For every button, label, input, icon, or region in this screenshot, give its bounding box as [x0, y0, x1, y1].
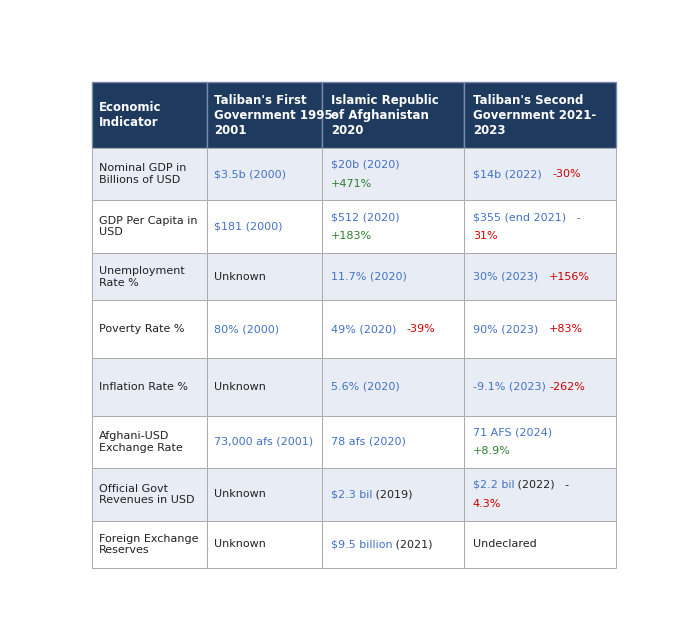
Text: $20b (2020): $20b (2020): [331, 160, 400, 169]
Text: (2021): (2021): [393, 540, 433, 549]
Bar: [92, 415, 207, 468]
Text: +183%: +183%: [331, 231, 372, 241]
Text: 78 afs (2020): 78 afs (2020): [331, 437, 406, 447]
Text: $512 (2020): $512 (2020): [331, 213, 400, 222]
Bar: [322, 148, 464, 200]
Text: 4.3%: 4.3%: [473, 499, 501, 509]
Text: 31%: 31%: [473, 231, 497, 241]
Text: Poverty Rate %: Poverty Rate %: [99, 324, 184, 334]
Bar: [322, 253, 464, 301]
Text: -39%: -39%: [406, 324, 435, 334]
Bar: [207, 148, 322, 200]
Text: $355 (end 2021)   -: $355 (end 2021) -: [473, 213, 580, 222]
Text: Official Govt
Revenues in USD: Official Govt Revenues in USD: [99, 484, 194, 505]
Text: 71 AFS (2024): 71 AFS (2024): [473, 428, 552, 437]
Text: $14b (2022): $14b (2022): [473, 169, 552, 179]
Text: 5.6% (2020): 5.6% (2020): [331, 382, 400, 392]
Text: Taliban's First
Government 1995-
2001: Taliban's First Government 1995- 2001: [214, 93, 337, 137]
Text: Afghani-USD
Exchange Rate: Afghani-USD Exchange Rate: [99, 431, 182, 453]
Bar: [464, 253, 615, 301]
Bar: [92, 200, 207, 253]
Bar: [464, 148, 615, 200]
Bar: [92, 253, 207, 301]
Text: Undeclared: Undeclared: [473, 540, 537, 549]
Text: Islamic Republic
of Afghanistan
2020: Islamic Republic of Afghanistan 2020: [331, 93, 438, 137]
Text: Taliban's Second
Government 2021-
2023: Taliban's Second Government 2021- 2023: [473, 93, 596, 137]
Bar: [207, 415, 322, 468]
Bar: [464, 200, 615, 253]
Text: Unknown: Unknown: [214, 540, 266, 549]
Bar: [322, 301, 464, 358]
Bar: [92, 148, 207, 200]
Text: Unemployment
Rate %: Unemployment Rate %: [99, 266, 184, 287]
Bar: [92, 301, 207, 358]
Bar: [207, 253, 322, 301]
Text: +8.9%: +8.9%: [473, 446, 511, 457]
Text: 90% (2023): 90% (2023): [473, 324, 549, 334]
Text: 11.7% (2020): 11.7% (2020): [331, 272, 406, 281]
Text: 49% (2020): 49% (2020): [331, 324, 406, 334]
Text: $2.3 bil: $2.3 bil: [331, 489, 372, 499]
Text: Unknown: Unknown: [214, 382, 266, 392]
Text: Unknown: Unknown: [214, 489, 266, 499]
Text: +83%: +83%: [549, 324, 582, 334]
Text: Inflation Rate %: Inflation Rate %: [99, 382, 188, 392]
Text: (2019): (2019): [372, 489, 413, 499]
Text: +471%: +471%: [331, 178, 372, 189]
Bar: [207, 358, 322, 415]
Bar: [464, 301, 615, 358]
Text: -30%: -30%: [552, 169, 581, 179]
Bar: [92, 468, 207, 520]
Bar: [464, 358, 615, 415]
Text: -9.1% (2023): -9.1% (2023): [473, 382, 549, 392]
Text: $181 (2000): $181 (2000): [214, 222, 282, 232]
Bar: [322, 415, 464, 468]
Bar: [322, 468, 464, 520]
Text: 80% (2000): 80% (2000): [214, 324, 279, 334]
Text: 73,000 afs (2001): 73,000 afs (2001): [214, 437, 313, 447]
Text: $3.5b (2000): $3.5b (2000): [214, 169, 286, 179]
Text: Unknown: Unknown: [214, 272, 266, 281]
Bar: [207, 301, 322, 358]
Bar: [207, 82, 322, 148]
Bar: [322, 82, 464, 148]
Bar: [464, 520, 615, 568]
Bar: [322, 358, 464, 415]
Text: Economic
Indicator: Economic Indicator: [99, 101, 161, 129]
Text: +156%: +156%: [549, 272, 589, 281]
Text: $9.5 billion: $9.5 billion: [331, 540, 393, 549]
Bar: [207, 200, 322, 253]
Bar: [464, 468, 615, 520]
Bar: [464, 82, 615, 148]
Text: $2.2 bil: $2.2 bil: [473, 480, 515, 490]
Bar: [322, 520, 464, 568]
Bar: [207, 468, 322, 520]
Bar: [92, 82, 207, 148]
Text: -262%: -262%: [549, 382, 585, 392]
Bar: [207, 520, 322, 568]
Text: Foreign Exchange
Reserves: Foreign Exchange Reserves: [99, 534, 198, 555]
Text: (2022)   -: (2022) -: [515, 480, 569, 490]
Bar: [464, 415, 615, 468]
Bar: [92, 520, 207, 568]
Bar: [92, 358, 207, 415]
Bar: [322, 200, 464, 253]
Text: 30% (2023): 30% (2023): [473, 272, 549, 281]
Text: Nominal GDP in
Billions of USD: Nominal GDP in Billions of USD: [99, 164, 186, 185]
Text: GDP Per Capita in
USD: GDP Per Capita in USD: [99, 216, 197, 238]
